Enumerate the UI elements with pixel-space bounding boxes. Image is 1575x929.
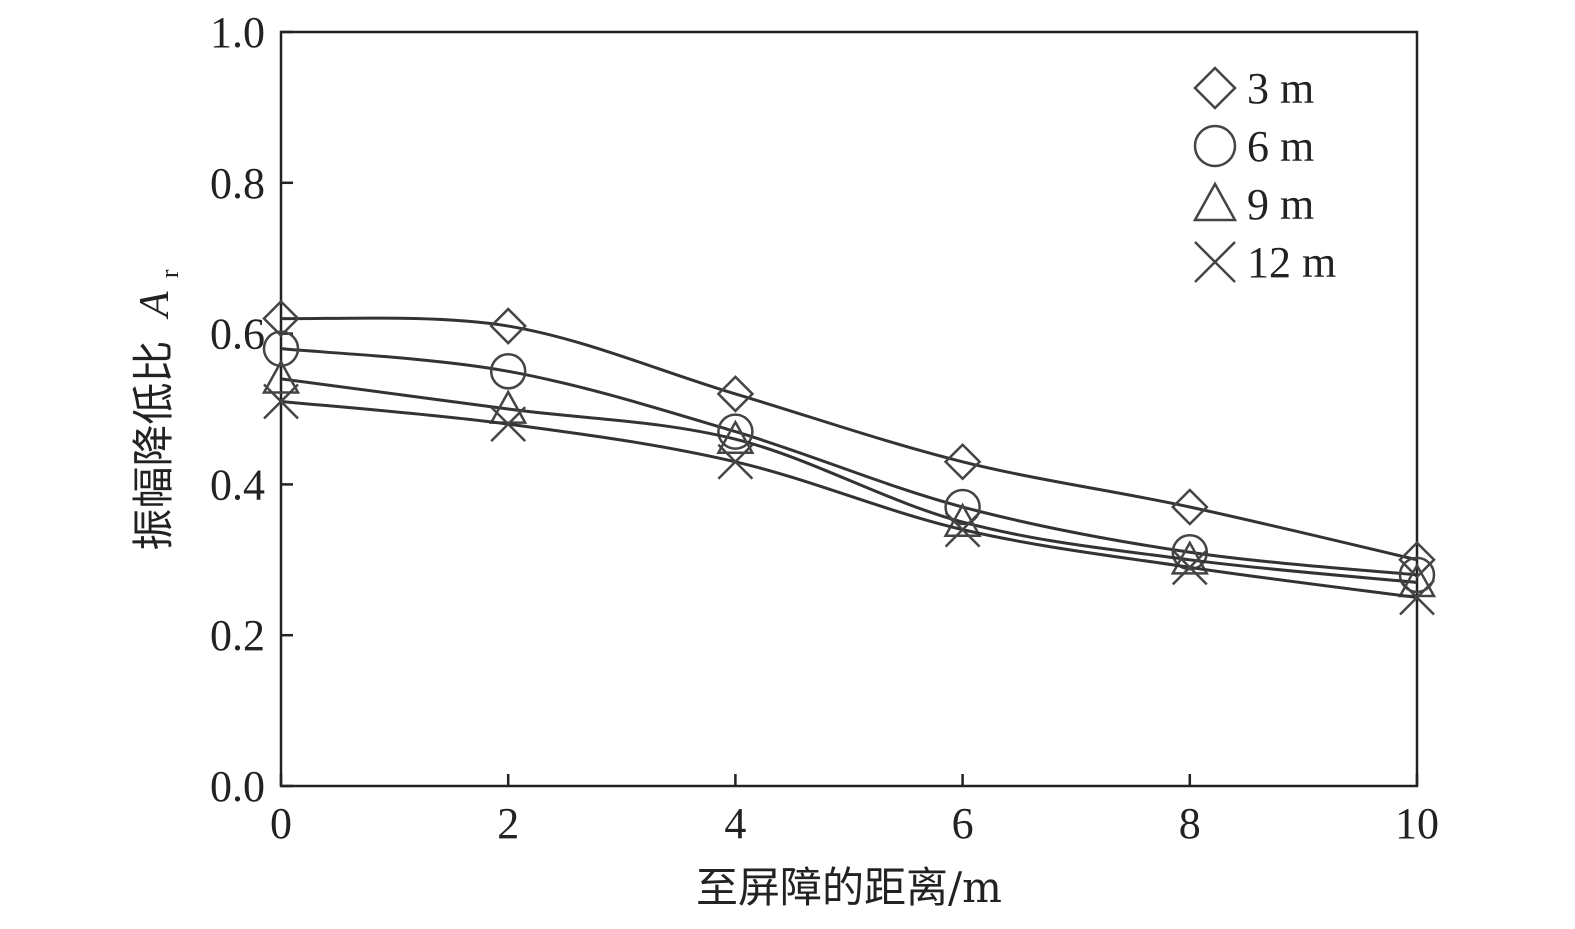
- legend-label: 12 m: [1247, 238, 1336, 287]
- legend-item: 9 m: [1192, 180, 1314, 229]
- legend-marker: [1194, 241, 1236, 283]
- data-point: [1171, 534, 1209, 571]
- y-axis: 0.0 0.2 0.4 0.6 0.8 1.0: [210, 8, 293, 811]
- legend-item: 6 m: [1193, 122, 1314, 171]
- x-tick-label: 6: [952, 799, 974, 848]
- legend-label: 3 m: [1247, 64, 1314, 113]
- data-point: [1399, 579, 1435, 616]
- series-group: [261, 299, 1437, 616]
- y-axis-label-subscript: r: [155, 269, 184, 278]
- plot-border: [279, 30, 1419, 788]
- data-point: [717, 443, 754, 480]
- x-tick-label: 4: [724, 799, 746, 848]
- data-point: [944, 488, 981, 526]
- y-tick-label: 0.8: [210, 159, 265, 208]
- y-tick-label: 0.0: [210, 762, 265, 811]
- x-tick-label: 0: [270, 799, 292, 848]
- x-axis-label: 至屏障的距离/m: [696, 863, 1002, 912]
- x-tick-label: 8: [1179, 799, 1201, 848]
- data-point: [490, 406, 527, 442]
- marker-stroke: [717, 443, 754, 480]
- legend-item: 12 m: [1194, 238, 1336, 287]
- x-tick-label: 10: [1395, 799, 1439, 848]
- data-point: [262, 299, 300, 338]
- series-1: [262, 299, 1436, 579]
- y-axis-label-symbol: A: [132, 291, 178, 320]
- legend-marker: [1192, 181, 1238, 222]
- marker-stroke: [944, 511, 981, 548]
- series-2: [262, 330, 1436, 594]
- data-point: [943, 443, 982, 481]
- data-point: [1398, 541, 1436, 579]
- legend-label: 9 m: [1247, 180, 1314, 229]
- plot-frame: [279, 30, 1419, 788]
- data-point: [262, 330, 300, 367]
- data-point: [263, 383, 299, 420]
- data-point: [716, 375, 755, 413]
- legend: 3 m 6 m 9 m 12 m: [1192, 64, 1336, 287]
- y-axis-label: 振幅降低比 A r: [129, 269, 184, 550]
- y-tick-label: 0.4: [210, 460, 265, 509]
- y-tick-label: 0.6: [210, 310, 265, 359]
- data-point: [717, 413, 754, 450]
- y-tick-label: 1.0: [210, 8, 265, 57]
- data-point: [261, 359, 301, 394]
- data-point: [1398, 556, 1436, 594]
- x-axis: 0 2 4 6 8 10: [270, 774, 1439, 848]
- marker-stroke: [1399, 579, 1435, 616]
- legend-item: 3 m: [1193, 64, 1314, 113]
- series-4: [263, 383, 1435, 616]
- data-point: [944, 511, 981, 548]
- y-axis-label-text: 振幅降低比: [129, 341, 178, 551]
- data-point: [489, 353, 527, 390]
- data-point: [489, 307, 527, 345]
- legend-marker: [1193, 124, 1237, 168]
- marker-stroke: [1171, 549, 1208, 586]
- legend-marker: [1193, 66, 1237, 110]
- series-line: [280, 377, 1418, 584]
- data-point: [1171, 549, 1208, 586]
- marker-stroke: [263, 383, 299, 420]
- data-point: [1171, 488, 1209, 526]
- series-line: [280, 316, 1418, 562]
- data-point: [716, 419, 755, 455]
- x-tick-label: 2: [497, 799, 519, 848]
- marker-stroke: [490, 406, 527, 442]
- legend-label: 6 m: [1247, 122, 1314, 171]
- series-line: [280, 399, 1418, 599]
- series-line: [280, 347, 1418, 577]
- marker-stroke: [1194, 241, 1236, 283]
- y-tick-label: 0.2: [210, 611, 265, 660]
